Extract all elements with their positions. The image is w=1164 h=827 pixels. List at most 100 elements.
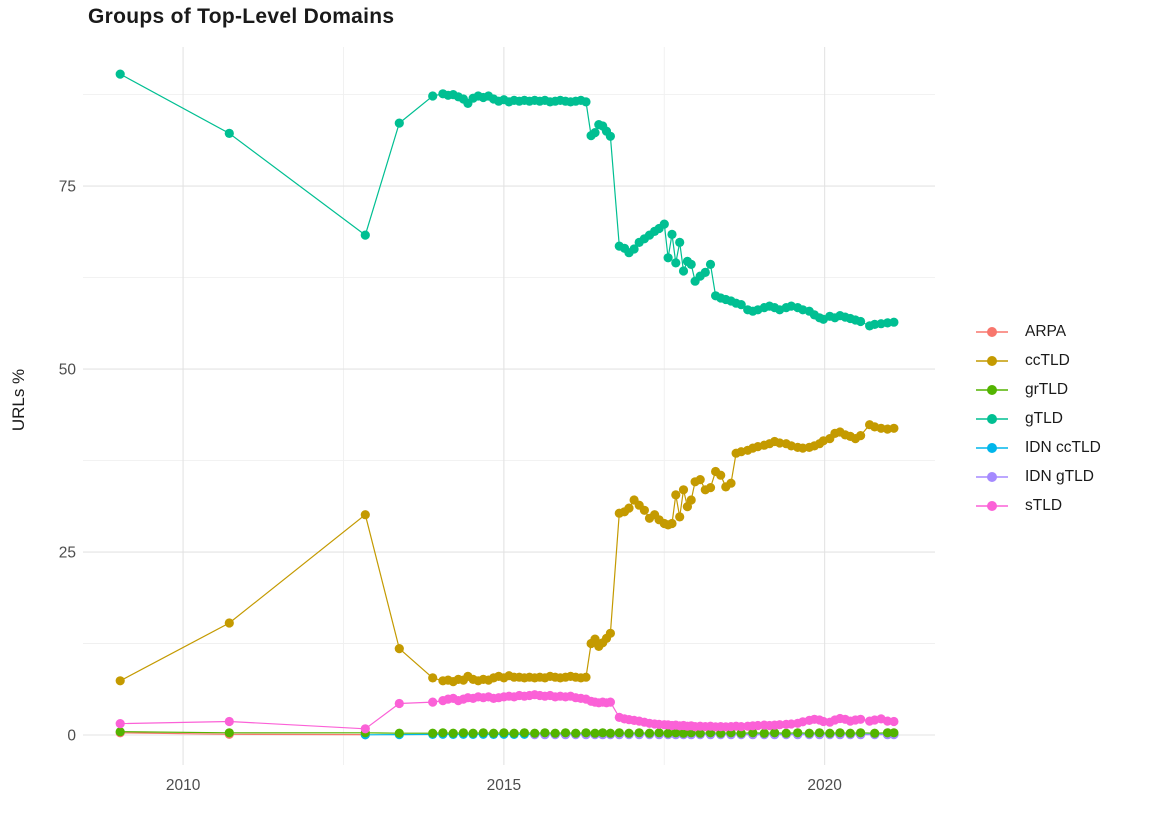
- series-stld-point: [856, 714, 866, 724]
- series-stld-point: [115, 719, 125, 729]
- series-gtld-point: [581, 97, 591, 107]
- series-grtld-point: [598, 728, 608, 738]
- legend-key-idn-gtld-icon: [976, 471, 1008, 482]
- series-cctld: [115, 420, 899, 687]
- series-grtld-point: [489, 728, 499, 738]
- series-cctld-point: [716, 470, 726, 480]
- series-grtld-point: [590, 728, 600, 738]
- series-grtld-point: [530, 728, 540, 738]
- series-cctld-point: [686, 495, 696, 505]
- series-grtld-point: [663, 728, 673, 738]
- series-grtld-point: [614, 728, 624, 738]
- series-gtld-point: [700, 267, 710, 277]
- series-grtld-point: [224, 728, 234, 738]
- y-tick-label: 25: [59, 545, 76, 562]
- series-grtld-point: [695, 728, 705, 738]
- series-cctld-point: [224, 618, 234, 628]
- series-gtld-point: [856, 316, 866, 327]
- series-stld-point: [775, 720, 785, 730]
- series-gtld-point: [736, 300, 746, 310]
- series-grtld-point: [605, 728, 616, 738]
- series-gtld-point: [678, 266, 689, 276]
- series-grtld-point: [458, 728, 468, 738]
- series-gtld-point: [663, 253, 673, 263]
- series-gtld-point: [590, 128, 600, 138]
- legend-label: IDN ccTLD: [1025, 438, 1101, 456]
- series-gtld: [115, 69, 899, 331]
- legend-item-arpa: ARPA: [976, 317, 1101, 346]
- legend-item-grtld: grTLD: [976, 375, 1101, 404]
- legend-key-grtld-icon: [976, 384, 1008, 395]
- legend-item-idn-cctld: IDN ccTLD: [976, 433, 1101, 462]
- series-stld: [115, 690, 899, 734]
- series-gtld-point: [428, 91, 438, 101]
- legend: ARPA ccTLD grTLD gTLD IDN ccTLD IDN gTLD sTLD: [976, 317, 1101, 520]
- legend-key-arpa-icon: [976, 326, 1008, 337]
- legend-item-cctld: ccTLD: [976, 346, 1101, 375]
- series-cctld-point: [624, 503, 634, 513]
- series-grtld-point: [748, 728, 758, 738]
- legend-label: IDN gTLD: [1025, 467, 1094, 485]
- series-grtld-point: [438, 728, 448, 738]
- legend-label: ARPA: [1025, 322, 1067, 340]
- series-grtld-point: [468, 728, 478, 738]
- legend-item-gtld: gTLD: [976, 404, 1101, 433]
- series-cctld-point: [590, 634, 600, 644]
- series-grtld-point: [571, 728, 581, 738]
- series-grtld-point: [550, 728, 560, 738]
- series-grtld-point: [654, 728, 664, 738]
- y-tick-label: 75: [59, 179, 76, 196]
- series-cctld-point: [581, 672, 591, 682]
- series-grtld: [115, 727, 899, 738]
- series-grtld-point: [509, 728, 519, 738]
- series-gtld-point: [667, 229, 677, 239]
- legend-label: gTLD: [1025, 409, 1063, 427]
- series-cctld-point: [605, 628, 616, 638]
- series-cctld-point: [428, 673, 438, 683]
- legend-label: ccTLD: [1025, 351, 1070, 369]
- series-stld-point: [224, 716, 234, 727]
- series-grtld-point: [394, 728, 404, 738]
- series-grtld-point: [428, 728, 438, 738]
- series-stld-point: [360, 724, 370, 734]
- x-tick-label: 2015: [487, 777, 521, 794]
- series-cctld-point: [678, 485, 689, 495]
- series-gtld-point: [115, 69, 125, 79]
- legend-key-idn-cctld-icon: [976, 442, 1008, 453]
- series-grtld-point: [856, 728, 866, 738]
- y-tick-label: 0: [67, 727, 76, 744]
- legend-key-cctld-icon: [976, 355, 1008, 366]
- series-grtld-point: [770, 728, 780, 738]
- legend-key-stld-icon: [976, 500, 1008, 511]
- x-tick-label: 2020: [807, 777, 842, 794]
- series-grtld-point: [115, 727, 125, 737]
- series-gtld-point: [394, 118, 404, 128]
- series-cctld-point: [394, 644, 404, 654]
- series-cctld-point: [856, 431, 866, 441]
- series-grtld-point: [882, 728, 893, 738]
- series-gtld-point: [675, 237, 685, 247]
- series-grtld-point: [804, 728, 814, 738]
- series-grtld-point: [759, 728, 769, 738]
- series-stld-point: [428, 697, 438, 707]
- series-gtld-point: [224, 128, 234, 138]
- series-stld-point: [889, 716, 899, 727]
- series-grtld-point: [736, 728, 746, 738]
- series-grtld-point: [814, 728, 825, 738]
- series-grtld-point: [540, 728, 550, 738]
- series-grtld-point: [560, 728, 571, 738]
- series-grtld-point: [889, 728, 899, 738]
- series-gtld-point: [889, 317, 899, 327]
- series-stld-point: [736, 722, 746, 732]
- series-cctld-point: [115, 676, 125, 686]
- series-cctld-point: [705, 483, 716, 493]
- series-cctld-point: [639, 505, 650, 515]
- legend-label: grTLD: [1025, 380, 1069, 398]
- series-grtld-point: [499, 728, 509, 738]
- series-grtld-point: [624, 728, 634, 738]
- series-cctld-point: [671, 490, 681, 500]
- series-cctld-point: [667, 518, 677, 529]
- series-grtld-point: [634, 728, 644, 738]
